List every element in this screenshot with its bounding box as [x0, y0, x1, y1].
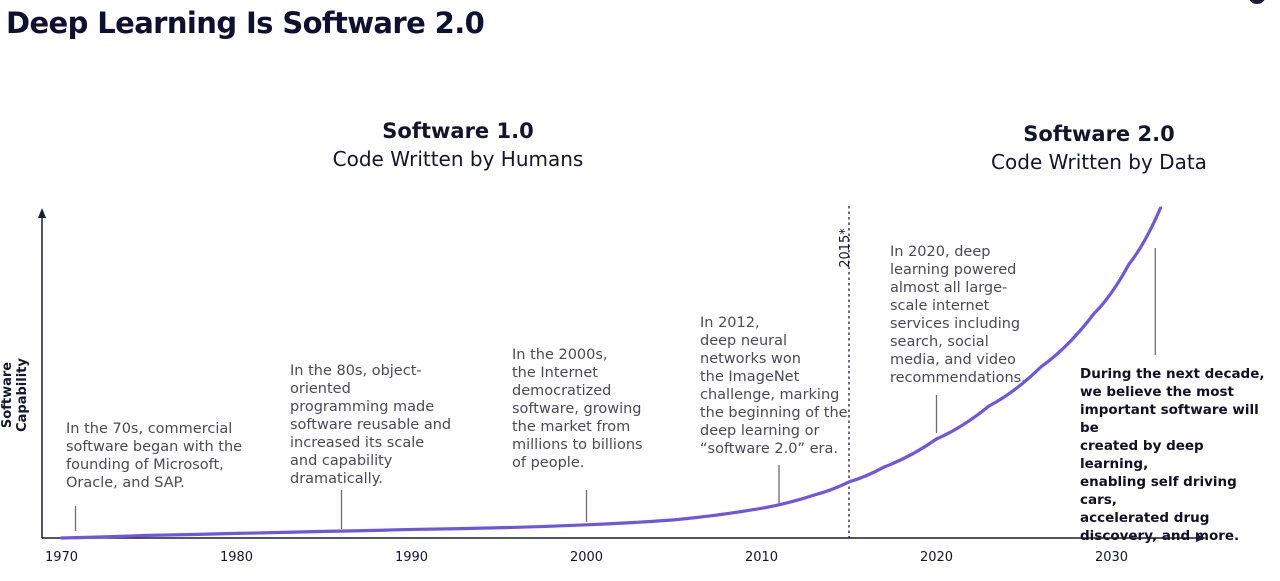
- x-tick-label-2000: 2000: [570, 550, 603, 565]
- page-title: Deep Learning Is Software 2.0: [6, 6, 485, 40]
- era-2-subtitle: Code Written by Data: [991, 150, 1207, 174]
- x-tick-label-1970: 1970: [45, 550, 78, 565]
- annotation-2012: In 2012, deep neural networks won the Im…: [700, 315, 848, 457]
- x-tick-label-1990: 1990: [395, 550, 428, 565]
- annotation-next-decade: During the next decade, we believe the m…: [1080, 366, 1265, 544]
- era-software-1: Software 1.0 Code Written by Humans: [308, 117, 608, 173]
- annotation-1980s: In the 80s, object- oriented programming…: [290, 363, 452, 487]
- era-software-2: Software 2.0 Code Written by Data: [968, 120, 1230, 176]
- era-1-subtitle: Code Written by Humans: [332, 147, 584, 171]
- x-tick-label-2010: 2010: [745, 550, 778, 565]
- y-axis-arrow: [38, 208, 46, 218]
- x-tick-label-2020: 2020: [920, 550, 953, 565]
- era-2-name: Software 2.0: [1023, 122, 1175, 146]
- chart-axes: [38, 206, 1206, 542]
- x-axis-arrow: [1196, 534, 1206, 542]
- plot-area: [59, 206, 1163, 540]
- x-tick-label-1980: 1980: [220, 550, 253, 565]
- annotation-2020: In 2020, deep learning powered almost al…: [890, 244, 1026, 386]
- x-axis-ticks: 1970 1980 1990 2000 2010 2020 2030: [45, 550, 1128, 565]
- x-tick-label-2030: 2030: [1095, 550, 1128, 565]
- annotation-leaders: [74, 248, 1156, 531]
- annotation-2000s: In the 2000s, the Internet democratized …: [512, 347, 643, 471]
- corner-decoration: [1248, 0, 1266, 4]
- annotation-1970s: In the 70s, commercial software began wi…: [66, 421, 243, 491]
- era-1-name: Software 1.0: [382, 119, 534, 143]
- series-line-0: [59, 206, 1163, 540]
